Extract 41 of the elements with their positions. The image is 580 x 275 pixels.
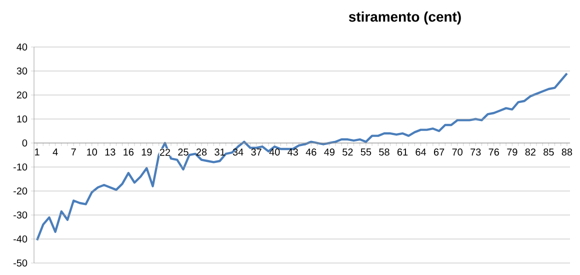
x-tick-label: 25 xyxy=(178,148,188,156)
x-tick-label: 76 xyxy=(488,148,499,156)
x-tick-label: 1 xyxy=(35,148,40,156)
x-tick-label: 85 xyxy=(544,148,554,156)
x-tick-label: 34 xyxy=(232,148,244,156)
y-tick-label: 0 xyxy=(22,139,28,147)
x-tick-label: 13 xyxy=(105,148,116,156)
y-tick-label: 10 xyxy=(17,115,28,123)
x-tick-label: 16 xyxy=(124,148,134,156)
chart-title: stiramento (cent) xyxy=(348,11,461,24)
x-tick-label: 79 xyxy=(507,148,518,156)
x-tick-label: 55 xyxy=(360,148,372,156)
x-tick-label: 70 xyxy=(452,148,462,156)
y-tick-label: -20 xyxy=(14,187,28,195)
x-tick-label: 19 xyxy=(142,148,152,156)
x-tick-label: 37 xyxy=(251,148,262,156)
x-tick-label: 43 xyxy=(288,148,298,156)
y-tick-label: -10 xyxy=(14,163,28,171)
x-tick-label: 28 xyxy=(196,148,207,156)
y-tick-label: 20 xyxy=(16,91,28,99)
x-tick-label: 82 xyxy=(525,148,536,156)
x-tick-label: 7 xyxy=(71,148,76,156)
y-tick-label: -30 xyxy=(14,211,28,219)
y-tick-label: 40 xyxy=(16,43,28,51)
x-tick-label: 64 xyxy=(416,148,426,156)
x-tick-label: 58 xyxy=(379,148,390,156)
y-tick-label: -40 xyxy=(14,235,28,243)
y-tick-label: -50 xyxy=(14,259,28,267)
x-tick-label: 61 xyxy=(397,148,408,156)
x-tick-label: 52 xyxy=(342,148,353,156)
x-tick-label: 40 xyxy=(269,148,280,156)
x-tick-label: 49 xyxy=(324,148,334,156)
x-tick-label: 73 xyxy=(470,148,481,156)
x-tick-label: 46 xyxy=(306,148,316,156)
x-tick-label: 67 xyxy=(434,148,444,156)
x-tick-label: 10 xyxy=(87,148,98,156)
x-tick-label: 88 xyxy=(562,148,572,156)
x-tick-label: 31 xyxy=(214,148,225,156)
y-tick-label: 30 xyxy=(16,67,28,75)
x-tick-label: 4 xyxy=(52,148,58,156)
x-tick-label: 22 xyxy=(160,148,170,156)
